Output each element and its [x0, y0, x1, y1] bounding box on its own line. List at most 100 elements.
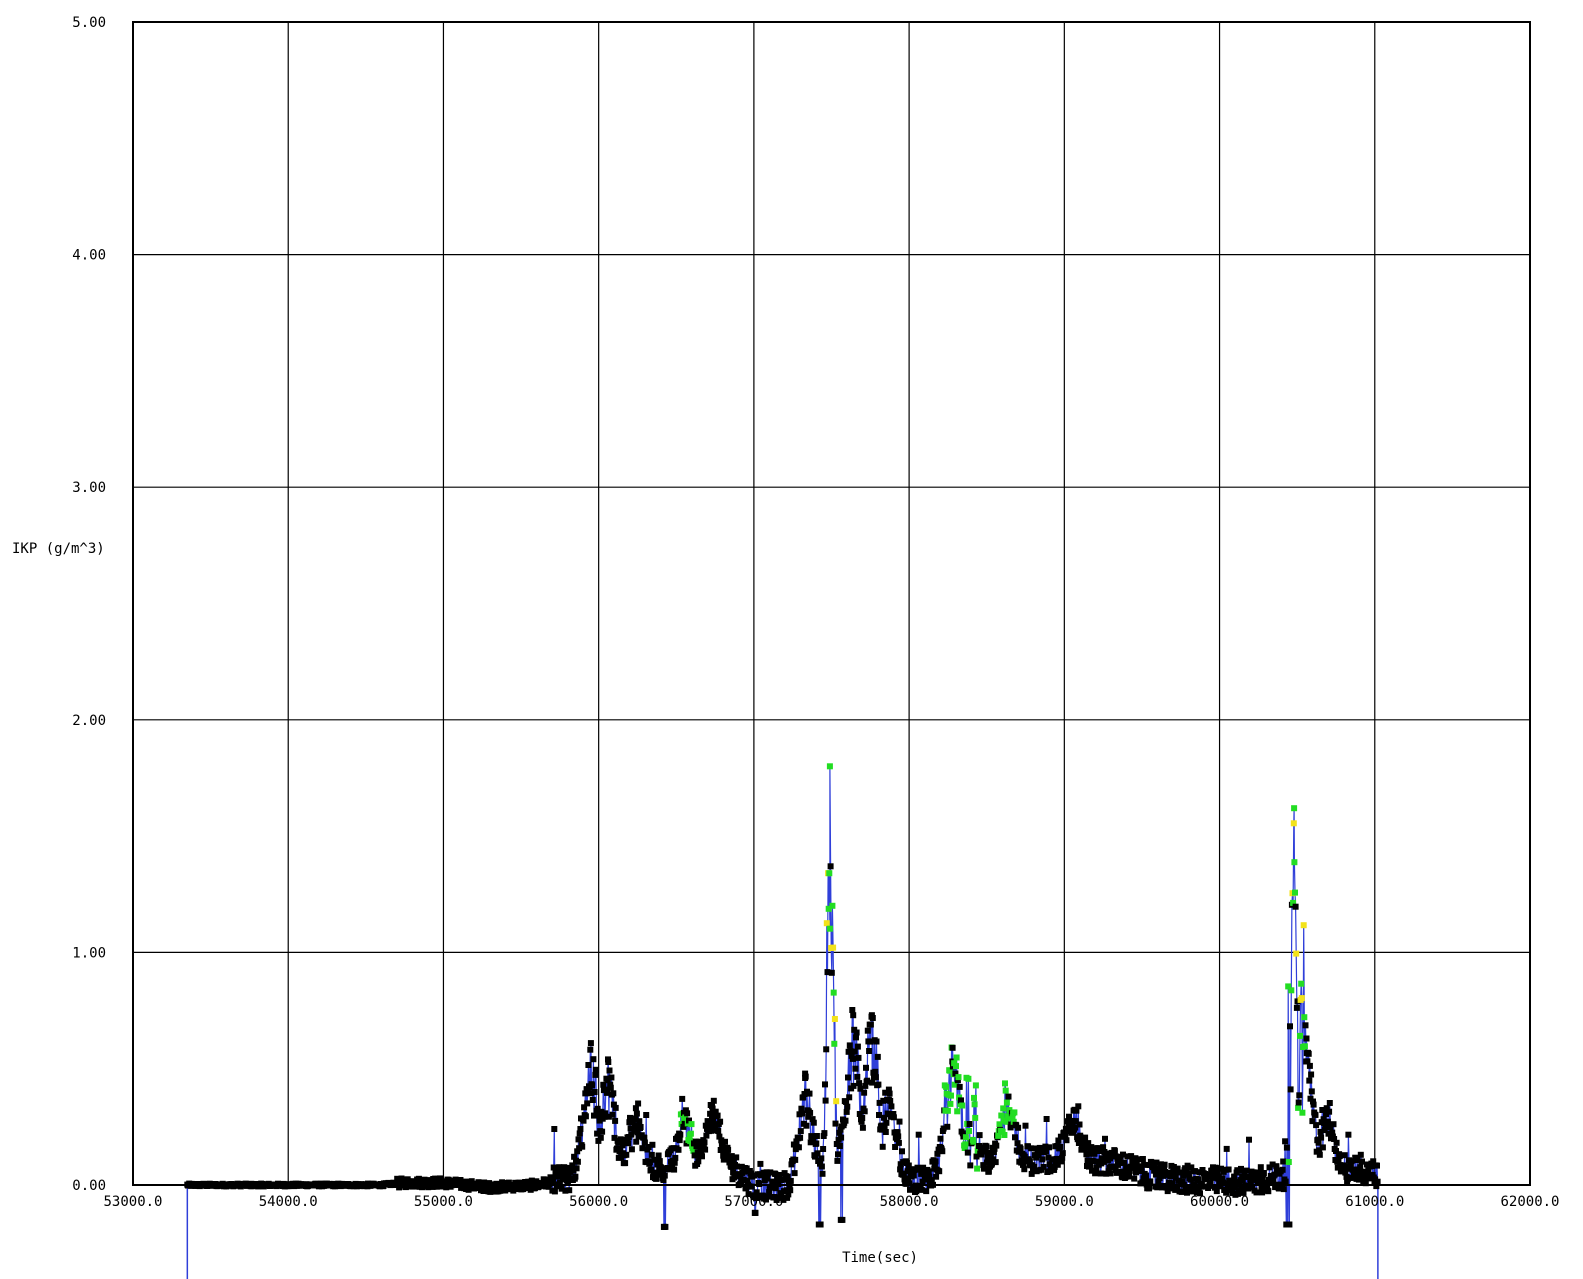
data-point — [600, 1081, 607, 1088]
data-point — [733, 1163, 740, 1170]
data-point — [822, 1097, 829, 1104]
y-tick-label: 1.00 — [72, 945, 106, 961]
data-point — [738, 1163, 745, 1170]
data-point — [903, 1180, 910, 1187]
data-point — [1265, 1188, 1272, 1195]
data-point — [684, 1110, 691, 1117]
data-point — [598, 1108, 605, 1115]
data-point — [1299, 1109, 1306, 1116]
data-point — [1045, 1154, 1052, 1161]
data-point — [836, 1129, 843, 1136]
data-point — [766, 1189, 773, 1196]
data-point — [869, 1079, 876, 1086]
data-point — [643, 1112, 650, 1118]
data-point — [1043, 1148, 1049, 1155]
data-point — [1169, 1180, 1176, 1187]
data-point — [610, 1101, 617, 1108]
data-point — [805, 1113, 812, 1120]
data-point — [785, 1191, 792, 1198]
data-point — [1240, 1189, 1247, 1196]
data-point — [662, 1223, 669, 1230]
data-point — [607, 1081, 614, 1088]
data-point — [576, 1130, 583, 1137]
data-point — [1243, 1167, 1250, 1174]
x-tick-labels: 53000.0 54000.0 55000.0 56000.0 57000.0 58000… — [103, 1194, 1559, 1210]
data-point — [1231, 1184, 1238, 1191]
data-point — [1054, 1161, 1061, 1168]
data-point — [1229, 1190, 1236, 1197]
data-point — [1355, 1176, 1362, 1183]
data-point — [628, 1146, 635, 1153]
data-point — [853, 1034, 859, 1041]
data-point — [1164, 1169, 1171, 1176]
data-point — [577, 1126, 584, 1132]
data-point — [557, 1165, 564, 1172]
data-point — [570, 1167, 577, 1174]
data-point — [612, 1117, 619, 1124]
data-point — [1136, 1163, 1143, 1170]
data-point — [1185, 1171, 1192, 1178]
data-point — [782, 1176, 789, 1183]
data-point — [701, 1139, 708, 1146]
data-point — [1143, 1172, 1149, 1179]
data-point — [1301, 1043, 1308, 1050]
data-point — [710, 1118, 717, 1125]
data-point — [717, 1118, 724, 1125]
data-point — [966, 1121, 973, 1127]
data-point — [859, 1115, 866, 1121]
data-point — [1057, 1143, 1064, 1150]
data-point — [1320, 1116, 1327, 1123]
data-point — [888, 1103, 895, 1110]
data-point — [1093, 1158, 1100, 1165]
data-point — [1077, 1134, 1084, 1141]
data-point — [585, 1062, 592, 1068]
data-point — [861, 1108, 868, 1115]
data-point — [764, 1175, 771, 1182]
data-point — [561, 1167, 568, 1174]
series-line — [186, 766, 1379, 1228]
data-point — [1087, 1149, 1094, 1156]
data-point — [875, 1081, 882, 1088]
data-point — [1224, 1187, 1231, 1194]
data-point — [1286, 1221, 1293, 1228]
data-point — [1321, 1127, 1328, 1134]
data-point — [1288, 987, 1295, 994]
data-point — [1310, 1098, 1316, 1105]
data-point — [987, 1152, 994, 1158]
data-point — [1337, 1168, 1344, 1175]
data-point — [1028, 1170, 1035, 1177]
data-point — [1303, 1035, 1310, 1042]
data-point — [944, 1123, 951, 1130]
data-point — [861, 1089, 868, 1096]
y-axis-label: IKP (g/m^3) — [12, 541, 105, 557]
data-point — [1066, 1113, 1072, 1120]
data-point — [741, 1168, 748, 1175]
data-point — [1287, 1023, 1293, 1030]
data-point — [886, 1090, 893, 1097]
data-point — [1211, 1184, 1218, 1191]
data-point — [995, 1132, 1002, 1139]
data-point — [671, 1159, 678, 1166]
data-point — [1362, 1180, 1369, 1187]
data-point — [1280, 1186, 1287, 1193]
y-tick-label: 4.00 — [72, 248, 106, 264]
data-point — [428, 1180, 435, 1187]
data-point — [708, 1127, 715, 1134]
data-point — [589, 1082, 596, 1089]
data-point — [575, 1136, 582, 1143]
data-point — [792, 1156, 799, 1163]
data-point — [883, 1119, 890, 1126]
data-point — [939, 1148, 946, 1155]
data-point — [1120, 1151, 1126, 1158]
data-point — [867, 1021, 874, 1028]
data-point — [824, 969, 831, 976]
data-point — [1316, 1147, 1323, 1154]
data-point — [910, 1172, 917, 1179]
data-point — [1025, 1143, 1031, 1150]
data-point — [998, 1112, 1005, 1119]
data-point — [856, 1080, 863, 1087]
data-point — [628, 1131, 635, 1138]
data-point — [921, 1167, 928, 1173]
data-point — [1273, 1163, 1280, 1170]
data-point — [1247, 1179, 1254, 1185]
